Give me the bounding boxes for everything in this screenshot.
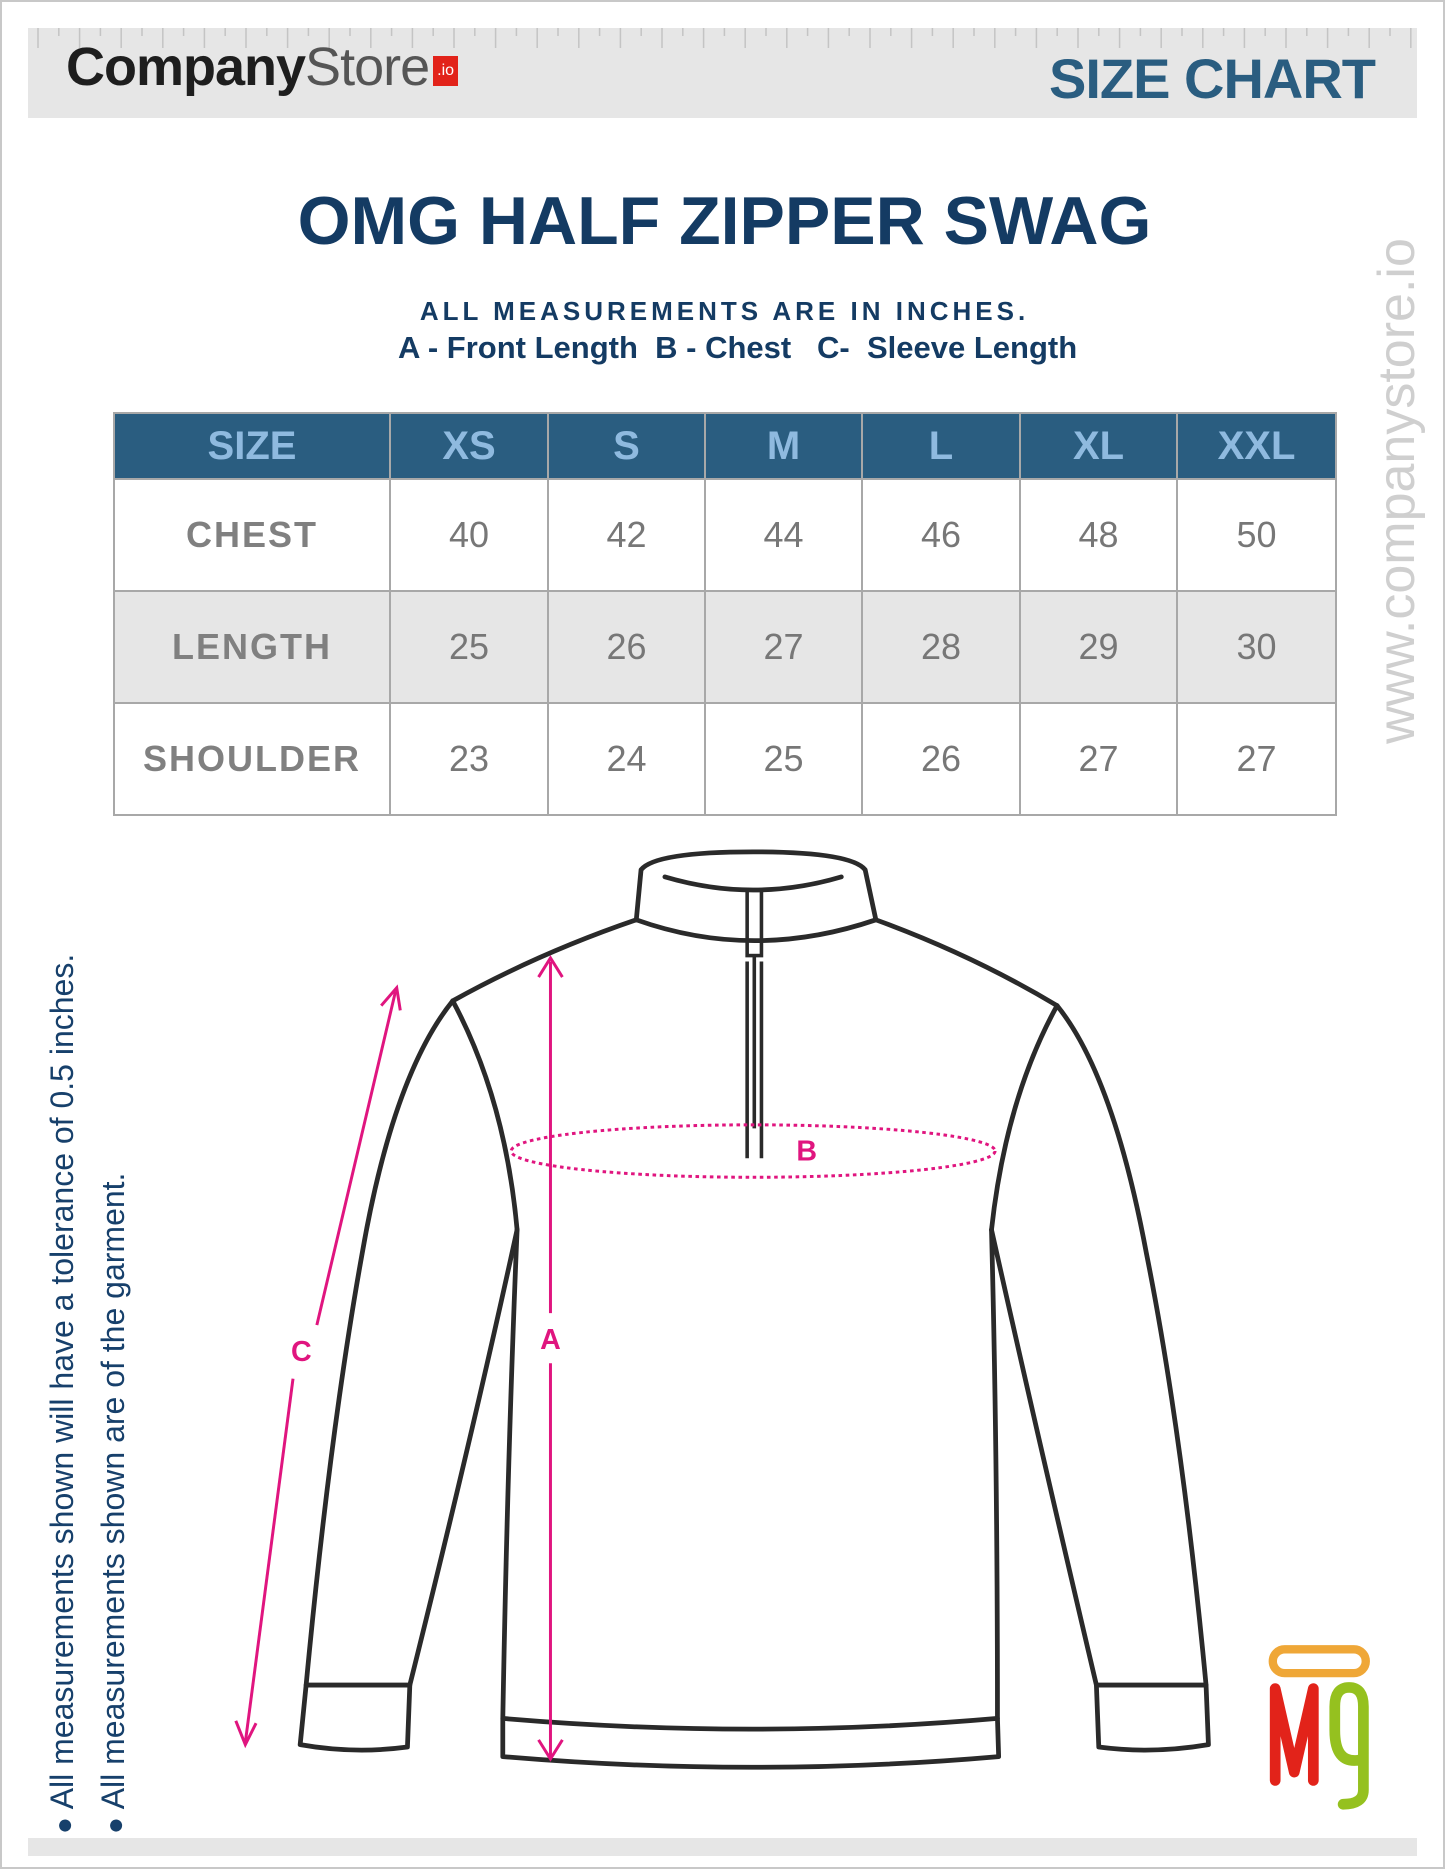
table-cell: 30: [1176, 590, 1337, 704]
table-cell: 44: [704, 478, 863, 592]
row-label: LENGTH: [113, 590, 391, 704]
table-cell: 28: [861, 590, 1021, 704]
table-row-shoulder: SHOULDER 23 24 25 26 27 27: [113, 702, 1337, 816]
size-table: SIZE XS S M L XL XXL CHEST 40 42 44 46 4…: [113, 412, 1337, 816]
companystore-logo: CompanyStore .io: [66, 36, 459, 98]
table-cell: 23: [389, 702, 549, 816]
table-cell: 42: [547, 478, 706, 592]
zipper-icon: [745, 888, 764, 1159]
table-header-row: SIZE XS S M L XL XXL: [113, 412, 1337, 480]
measure-c-line-top: [315, 990, 397, 1326]
arrow-down-icon: [537, 1739, 564, 1762]
table-cell: 48: [1019, 478, 1178, 592]
label-c: C: [291, 1336, 312, 1368]
measurement-markers: [234, 955, 997, 1762]
table-cell: 27: [704, 590, 863, 704]
table-cell: 24: [547, 702, 706, 816]
table-cell: 50: [1176, 478, 1337, 592]
header-l: L: [861, 412, 1021, 480]
logo-badge: .io: [433, 55, 459, 86]
measure-b-ellipse: [509, 1123, 997, 1179]
sweater-outline: [297, 849, 1211, 1770]
arrow-up-icon: [537, 955, 564, 978]
measurement-legend: A - Front Length B - Chest C- Sleeve Len…: [398, 330, 1078, 365]
header-band: [28, 28, 1417, 118]
header-xs: XS: [389, 412, 549, 480]
logo-light: Store: [305, 37, 430, 97]
units-note: ALL MEASUREMENTS ARE IN INCHES.: [419, 296, 1030, 326]
table-cell: 27: [1019, 702, 1178, 816]
ruler-ticks: [37, 28, 1412, 48]
table-cell: 40: [389, 478, 549, 592]
table-row-length: LENGTH 25 26 27 28 29 30: [113, 590, 1337, 704]
table-cell: 29: [1019, 590, 1178, 704]
header-s: S: [547, 412, 706, 480]
table-cell: 25: [704, 702, 863, 816]
header-xl: XL: [1019, 412, 1178, 480]
table-cell: 26: [547, 590, 706, 704]
mg-brand-logo: [1268, 1645, 1370, 1810]
logo-bold: Company: [66, 37, 306, 97]
product-title: OMG HALF ZIPPER SWAG: [297, 183, 1152, 259]
table-cell: 26: [861, 702, 1021, 816]
table-cell: 25: [389, 590, 549, 704]
row-label: CHEST: [113, 478, 391, 592]
table-cell: 46: [861, 478, 1021, 592]
size-chart-label: SIZE CHART: [1049, 47, 1376, 110]
arrow-up-icon: [380, 984, 402, 1011]
header-size: SIZE: [113, 412, 391, 480]
row-label: SHOULDER: [113, 702, 391, 816]
label-b: B: [796, 1136, 817, 1168]
label-a: A: [540, 1324, 561, 1356]
header-m: M: [704, 412, 863, 480]
arrow-down-icon: [234, 1720, 258, 1749]
header-xxl: XXL: [1176, 412, 1337, 480]
table-row-chest: CHEST 40 42 44 46 48 50: [113, 478, 1337, 592]
table-cell: 27: [1176, 702, 1337, 816]
measure-c-line-bottom: [243, 1378, 295, 1743]
footer-band: [28, 1838, 1417, 1856]
